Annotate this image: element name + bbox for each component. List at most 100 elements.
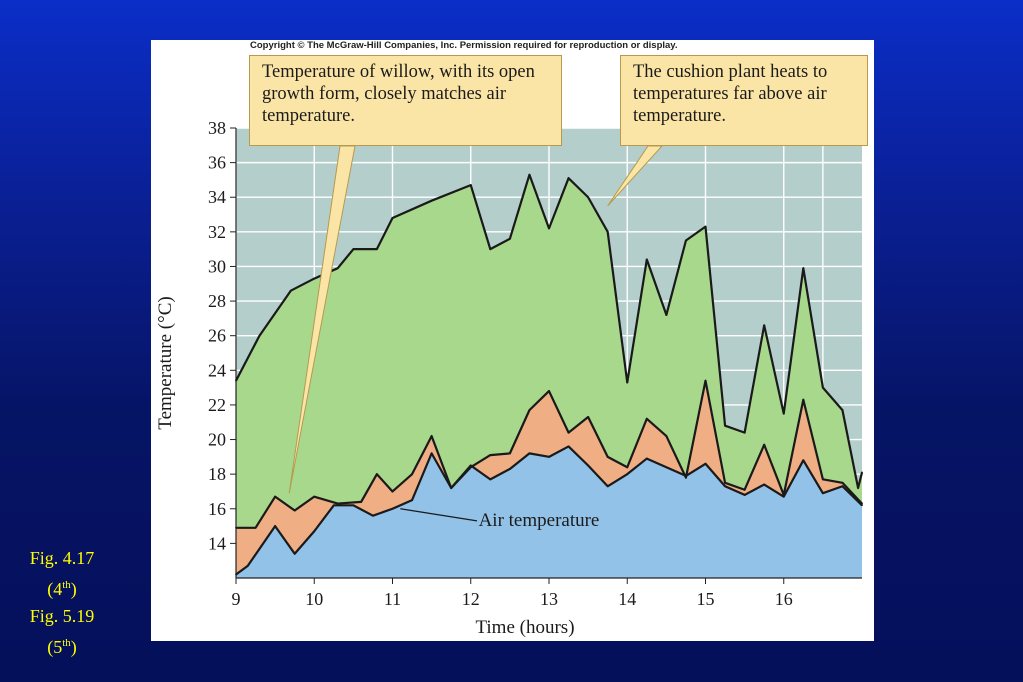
air-temperature-point	[293, 552, 296, 555]
x-tick-label: 15	[697, 589, 715, 609]
y-tick-label: 34	[208, 187, 226, 207]
cushion-callout: The cushion plant heats to temperatures …	[620, 55, 868, 146]
x-tick-label: 9	[232, 589, 241, 609]
willow-point	[763, 443, 766, 446]
air-temperature-point	[411, 499, 413, 502]
air-temperature-point	[841, 485, 844, 488]
cushion-plant-point	[665, 314, 668, 316]
cushion-plant-point	[626, 381, 629, 384]
air-temperature-point	[352, 504, 355, 507]
air-temperature-point	[528, 452, 531, 455]
y-tick-label: 32	[208, 222, 226, 242]
caption-line-2: (4th)	[47, 579, 77, 599]
y-tick-label: 36	[208, 153, 226, 173]
air-temperature-point	[430, 452, 433, 455]
willow-point	[391, 490, 394, 493]
caption-line-4: (5th)	[47, 637, 77, 657]
cushion-plant-point	[548, 227, 550, 230]
air-temperature-point	[626, 473, 629, 476]
x-tick-label: 14	[618, 589, 636, 609]
willow-point	[313, 495, 316, 498]
x-tick-label: 11	[384, 589, 401, 609]
x-axis-title: Time (hours)	[475, 617, 574, 638]
cushion-plant-point	[821, 386, 824, 389]
air-temperature-point	[743, 494, 746, 496]
series-lines	[235, 173, 864, 576]
willow-point	[645, 417, 648, 420]
air-temperature-point	[332, 504, 335, 507]
air-temperature-point	[685, 474, 687, 477]
willow-point	[254, 526, 257, 529]
willow-point	[508, 452, 511, 455]
willow-point	[274, 495, 277, 498]
air-temperature-point	[489, 478, 492, 481]
air-temperature-point	[861, 504, 863, 507]
willow-point	[360, 500, 363, 503]
air-temperature-point	[587, 464, 590, 467]
willow-point	[626, 466, 629, 469]
y-tick-label: 28	[208, 291, 226, 311]
cushion-plant-point	[289, 289, 292, 292]
willow-point	[606, 455, 609, 458]
air-temperature-point	[508, 468, 511, 470]
willow-point	[336, 502, 339, 505]
y-tick-label: 20	[208, 430, 226, 450]
cushion-plant-point	[782, 412, 785, 415]
cushion-callout-pointer	[607, 145, 664, 207]
air-temperature-point	[391, 507, 394, 510]
cushion-plant-point	[391, 217, 394, 219]
willow-callout-pointer	[288, 145, 356, 494]
willow-point	[567, 431, 570, 434]
y-tick-label: 30	[208, 256, 226, 276]
cushion-plant-point	[645, 258, 648, 261]
willow-point	[743, 488, 746, 491]
willow-point	[802, 398, 805, 401]
cushion-plant-point	[743, 431, 746, 434]
willow-point	[724, 481, 726, 484]
air-temperature-area	[236, 446, 862, 578]
cushion-plant-point	[313, 277, 316, 280]
air-temperature-point	[313, 530, 316, 533]
figure-caption: Fig. 4.17 (4th) Fig. 5.19 (5th)	[8, 545, 116, 661]
x-tick-label: 10	[305, 589, 323, 609]
y-tick-label: 18	[208, 464, 226, 484]
air-temperature-point	[274, 525, 277, 527]
air-temperature-point	[724, 485, 726, 488]
air-temperature-point	[606, 485, 609, 488]
cushion-plant-point	[763, 324, 766, 327]
y-axis-title: Temperature (°C)	[155, 296, 176, 429]
willow-point	[293, 509, 296, 512]
cushion-plant-point	[430, 199, 433, 202]
caption-line-1: Fig. 4.17	[29, 548, 95, 568]
cushion-plant-point	[606, 230, 609, 233]
cushion-plant-point	[528, 173, 531, 176]
cushion-plant-point	[375, 248, 378, 251]
air-temperature-leader-line	[400, 508, 478, 522]
y-tick-label: 16	[208, 499, 226, 519]
air-temperature-point	[665, 466, 668, 469]
willow-point	[841, 481, 844, 484]
air-temperature-point	[567, 445, 570, 448]
willow-point	[489, 454, 492, 457]
y-tick-label: 22	[208, 395, 226, 415]
willow-point	[704, 379, 707, 382]
cushion-plant-point	[489, 248, 492, 251]
willow-callout: Temperature of willow, with its open gro…	[249, 55, 562, 146]
air-temperature-point	[645, 457, 648, 460]
cushion-plant-point	[336, 267, 339, 270]
air-temperature-point	[246, 564, 249, 567]
tick-labels: 14 16 18 20 22 24 26 28 30 32 34 36 38 9 10 11 12 13 14 15 1…	[208, 118, 793, 609]
cushion-plant-point	[861, 471, 863, 474]
cushion-plant-point	[724, 424, 726, 427]
willow-point	[411, 473, 413, 476]
willow-point	[587, 416, 590, 418]
caption-line-3: Fig. 5.19	[29, 606, 95, 626]
air-temperature-point	[450, 487, 453, 489]
air-temperature-point	[782, 495, 785, 498]
cushion-plant-point	[857, 487, 859, 489]
cushion-plant-point	[469, 184, 472, 187]
willow-point	[685, 476, 687, 479]
cushion-plant-point	[685, 239, 687, 242]
air-temperature-point	[821, 492, 824, 495]
willow-point	[375, 473, 378, 476]
